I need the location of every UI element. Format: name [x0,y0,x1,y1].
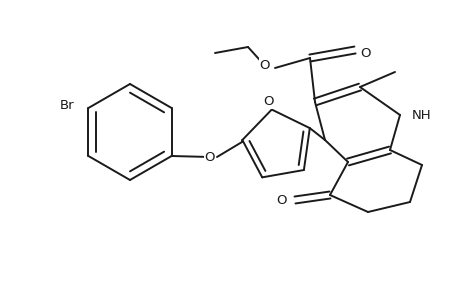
Text: O: O [204,151,215,164]
Text: NH: NH [411,109,431,122]
Text: Br: Br [60,98,74,112]
Text: O: O [263,95,274,108]
Text: O: O [359,46,369,59]
Text: O: O [276,194,286,206]
Text: O: O [259,58,269,71]
